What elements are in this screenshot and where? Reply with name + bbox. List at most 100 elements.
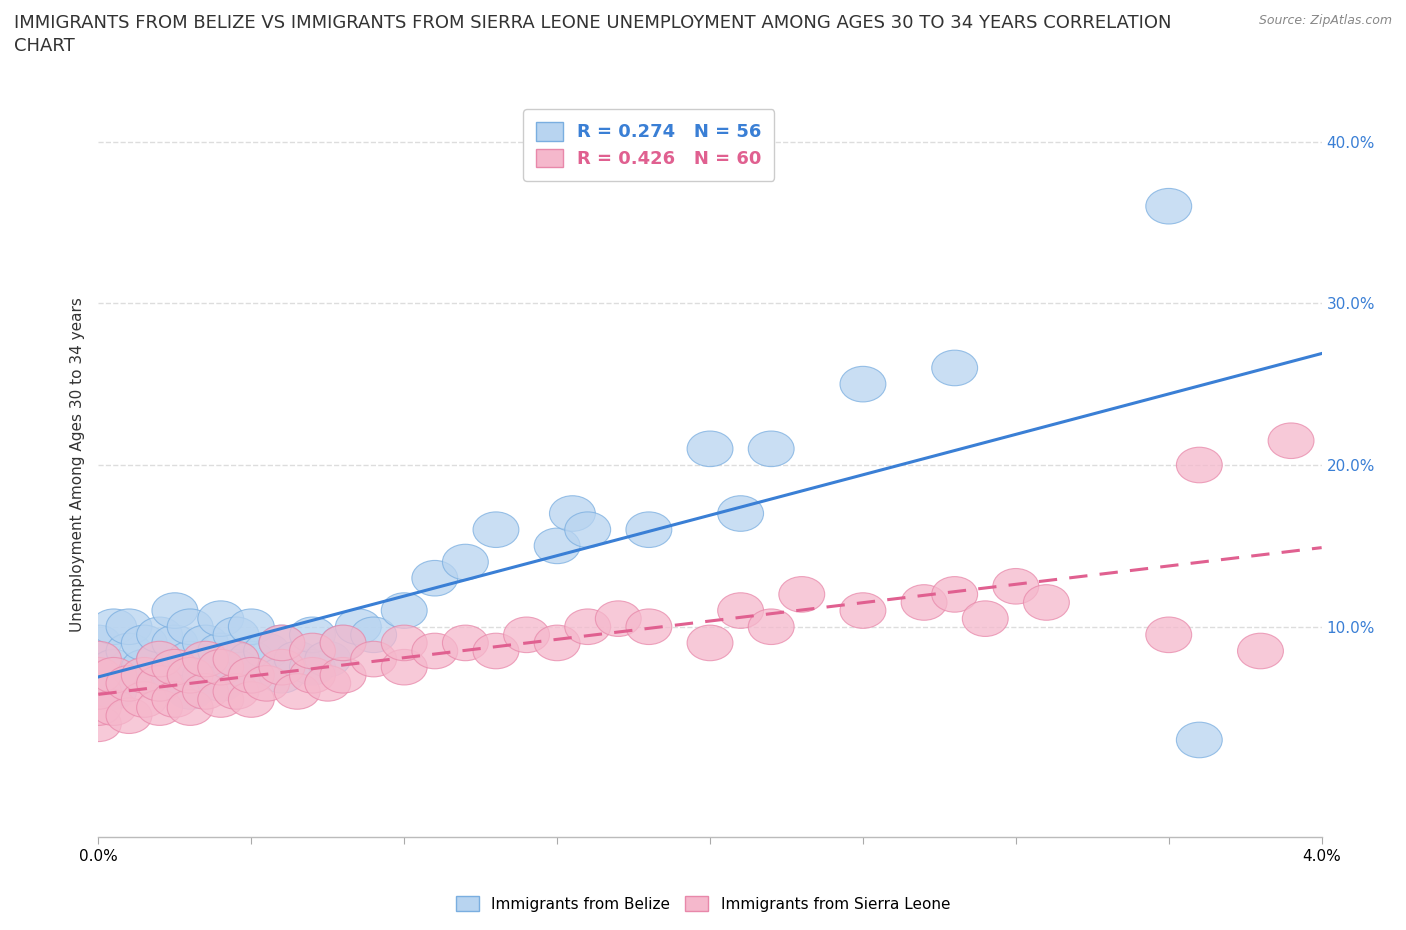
- Ellipse shape: [748, 609, 794, 644]
- Ellipse shape: [136, 690, 183, 725]
- Legend: R = 0.274   N = 56, R = 0.426   N = 60: R = 0.274 N = 56, R = 0.426 N = 60: [523, 110, 775, 180]
- Ellipse shape: [152, 682, 198, 717]
- Ellipse shape: [91, 690, 136, 725]
- Ellipse shape: [290, 658, 336, 693]
- Ellipse shape: [472, 633, 519, 669]
- Ellipse shape: [167, 609, 214, 644]
- Ellipse shape: [76, 642, 121, 677]
- Ellipse shape: [1268, 423, 1315, 458]
- Ellipse shape: [350, 617, 396, 653]
- Ellipse shape: [748, 431, 794, 467]
- Ellipse shape: [1024, 585, 1070, 620]
- Ellipse shape: [962, 601, 1008, 636]
- Ellipse shape: [152, 649, 198, 685]
- Ellipse shape: [381, 625, 427, 660]
- Ellipse shape: [1177, 447, 1222, 483]
- Ellipse shape: [779, 577, 825, 612]
- Y-axis label: Unemployment Among Ages 30 to 34 years: Unemployment Among Ages 30 to 34 years: [69, 298, 84, 632]
- Ellipse shape: [626, 609, 672, 644]
- Ellipse shape: [198, 682, 243, 717]
- Ellipse shape: [167, 642, 214, 677]
- Ellipse shape: [214, 617, 259, 653]
- Ellipse shape: [228, 658, 274, 693]
- Ellipse shape: [136, 642, 183, 677]
- Ellipse shape: [91, 673, 136, 710]
- Ellipse shape: [105, 666, 152, 701]
- Ellipse shape: [565, 609, 610, 644]
- Ellipse shape: [1237, 633, 1284, 669]
- Ellipse shape: [932, 351, 977, 386]
- Ellipse shape: [290, 617, 336, 653]
- Ellipse shape: [321, 625, 366, 660]
- Ellipse shape: [105, 633, 152, 669]
- Ellipse shape: [259, 658, 305, 693]
- Ellipse shape: [76, 658, 121, 693]
- Ellipse shape: [121, 658, 167, 693]
- Ellipse shape: [381, 649, 427, 685]
- Ellipse shape: [198, 649, 243, 685]
- Ellipse shape: [228, 609, 274, 644]
- Ellipse shape: [167, 673, 214, 710]
- Ellipse shape: [305, 642, 350, 677]
- Ellipse shape: [243, 633, 290, 669]
- Text: CHART: CHART: [14, 37, 75, 55]
- Ellipse shape: [290, 649, 336, 685]
- Ellipse shape: [321, 625, 366, 660]
- Ellipse shape: [839, 592, 886, 629]
- Ellipse shape: [412, 561, 458, 596]
- Ellipse shape: [534, 528, 581, 564]
- Ellipse shape: [152, 625, 198, 660]
- Ellipse shape: [243, 666, 290, 701]
- Ellipse shape: [901, 585, 948, 620]
- Ellipse shape: [565, 512, 610, 548]
- Ellipse shape: [534, 625, 581, 660]
- Ellipse shape: [136, 666, 183, 701]
- Ellipse shape: [214, 649, 259, 685]
- Ellipse shape: [136, 617, 183, 653]
- Ellipse shape: [76, 625, 121, 660]
- Ellipse shape: [688, 625, 733, 660]
- Ellipse shape: [136, 642, 183, 677]
- Ellipse shape: [183, 625, 228, 660]
- Ellipse shape: [1177, 723, 1222, 758]
- Ellipse shape: [152, 658, 198, 693]
- Ellipse shape: [198, 601, 243, 636]
- Ellipse shape: [412, 633, 458, 669]
- Ellipse shape: [214, 642, 259, 677]
- Ellipse shape: [183, 673, 228, 710]
- Ellipse shape: [993, 568, 1039, 604]
- Ellipse shape: [136, 666, 183, 701]
- Ellipse shape: [183, 642, 228, 677]
- Ellipse shape: [259, 625, 305, 660]
- Ellipse shape: [381, 592, 427, 629]
- Ellipse shape: [550, 496, 595, 531]
- Ellipse shape: [198, 666, 243, 701]
- Ellipse shape: [91, 658, 136, 693]
- Ellipse shape: [76, 658, 121, 693]
- Ellipse shape: [76, 673, 121, 710]
- Ellipse shape: [688, 431, 733, 467]
- Ellipse shape: [503, 617, 550, 653]
- Ellipse shape: [167, 690, 214, 725]
- Ellipse shape: [259, 649, 305, 685]
- Ellipse shape: [228, 658, 274, 693]
- Ellipse shape: [290, 633, 336, 669]
- Ellipse shape: [626, 512, 672, 548]
- Ellipse shape: [91, 609, 136, 644]
- Ellipse shape: [214, 673, 259, 710]
- Ellipse shape: [932, 577, 977, 612]
- Ellipse shape: [350, 642, 396, 677]
- Ellipse shape: [228, 682, 274, 717]
- Ellipse shape: [717, 496, 763, 531]
- Ellipse shape: [472, 512, 519, 548]
- Legend: Immigrants from Belize, Immigrants from Sierra Leone: Immigrants from Belize, Immigrants from …: [450, 889, 956, 918]
- Ellipse shape: [121, 625, 167, 660]
- Text: Source: ZipAtlas.com: Source: ZipAtlas.com: [1258, 14, 1392, 27]
- Ellipse shape: [167, 658, 214, 693]
- Ellipse shape: [443, 544, 488, 579]
- Ellipse shape: [228, 642, 274, 677]
- Ellipse shape: [274, 673, 321, 710]
- Ellipse shape: [839, 366, 886, 402]
- Ellipse shape: [183, 658, 228, 693]
- Text: IMMIGRANTS FROM BELIZE VS IMMIGRANTS FROM SIERRA LEONE UNEMPLOYMENT AMONG AGES 3: IMMIGRANTS FROM BELIZE VS IMMIGRANTS FRO…: [14, 14, 1171, 32]
